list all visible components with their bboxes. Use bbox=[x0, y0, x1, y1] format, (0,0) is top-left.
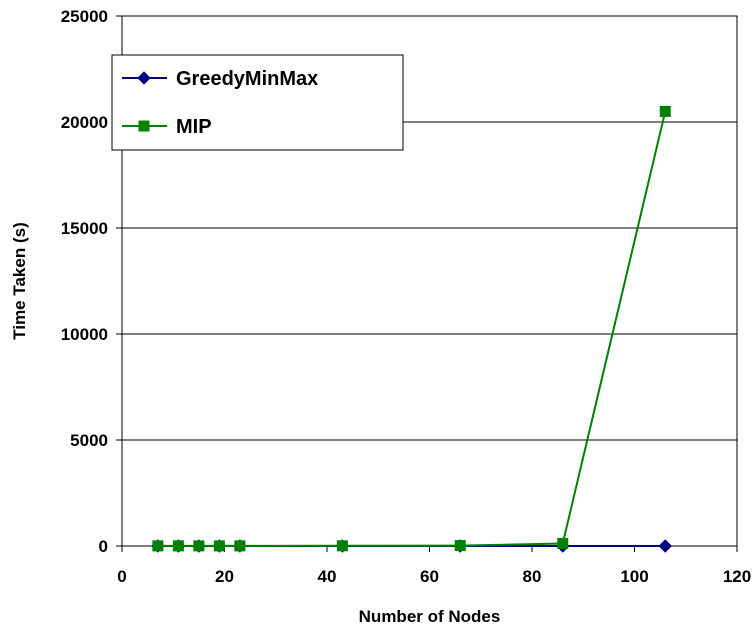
data-point bbox=[193, 540, 205, 552]
series-layer bbox=[151, 105, 672, 553]
legend-item: GreedyMinMax bbox=[122, 68, 318, 90]
x-tick-label: 0 bbox=[117, 567, 126, 586]
data-point bbox=[234, 540, 246, 552]
legend: GreedyMinMax MIP bbox=[111, 54, 404, 151]
y-tick-label: 0 bbox=[99, 537, 108, 556]
y-tick-label: 10000 bbox=[61, 325, 108, 344]
legend-label: MIP bbox=[176, 116, 212, 138]
legend-swatch-marker bbox=[138, 120, 150, 132]
y-axis-title: Time Taken (s) bbox=[10, 222, 29, 339]
legend-box bbox=[111, 54, 404, 151]
axis-ticks: 0 5000 10000 15000 20000 25000 0 20 40 60 80 100 120 bbox=[61, 7, 751, 586]
series-mip bbox=[152, 105, 671, 552]
x-tick-label: 60 bbox=[420, 567, 439, 586]
y-tick-label: 15000 bbox=[61, 219, 108, 238]
x-tick-label: 20 bbox=[215, 567, 234, 586]
legend-item: MIP bbox=[122, 116, 212, 138]
series-line bbox=[157, 111, 667, 547]
legend-label: GreedyMinMax bbox=[176, 68, 318, 90]
data-point bbox=[152, 540, 164, 552]
data-point bbox=[172, 540, 184, 552]
x-tick-label: 100 bbox=[620, 567, 648, 586]
data-point bbox=[659, 105, 671, 117]
data-point bbox=[213, 540, 225, 552]
gridlines bbox=[122, 121, 737, 441]
x-tick-label: 80 bbox=[523, 567, 542, 586]
legend-swatch-marker bbox=[137, 71, 151, 85]
y-tick-label: 5000 bbox=[70, 431, 108, 450]
x-tick-label: 40 bbox=[318, 567, 337, 586]
y-tick-label: 25000 bbox=[61, 7, 108, 26]
data-point bbox=[557, 537, 569, 549]
data-point bbox=[336, 540, 348, 552]
x-axis-title: Number of Nodes bbox=[359, 607, 501, 626]
x-tick-label: 120 bbox=[723, 567, 751, 586]
data-point bbox=[658, 539, 672, 553]
data-point bbox=[454, 540, 466, 552]
y-tick-label: 20000 bbox=[61, 113, 108, 132]
